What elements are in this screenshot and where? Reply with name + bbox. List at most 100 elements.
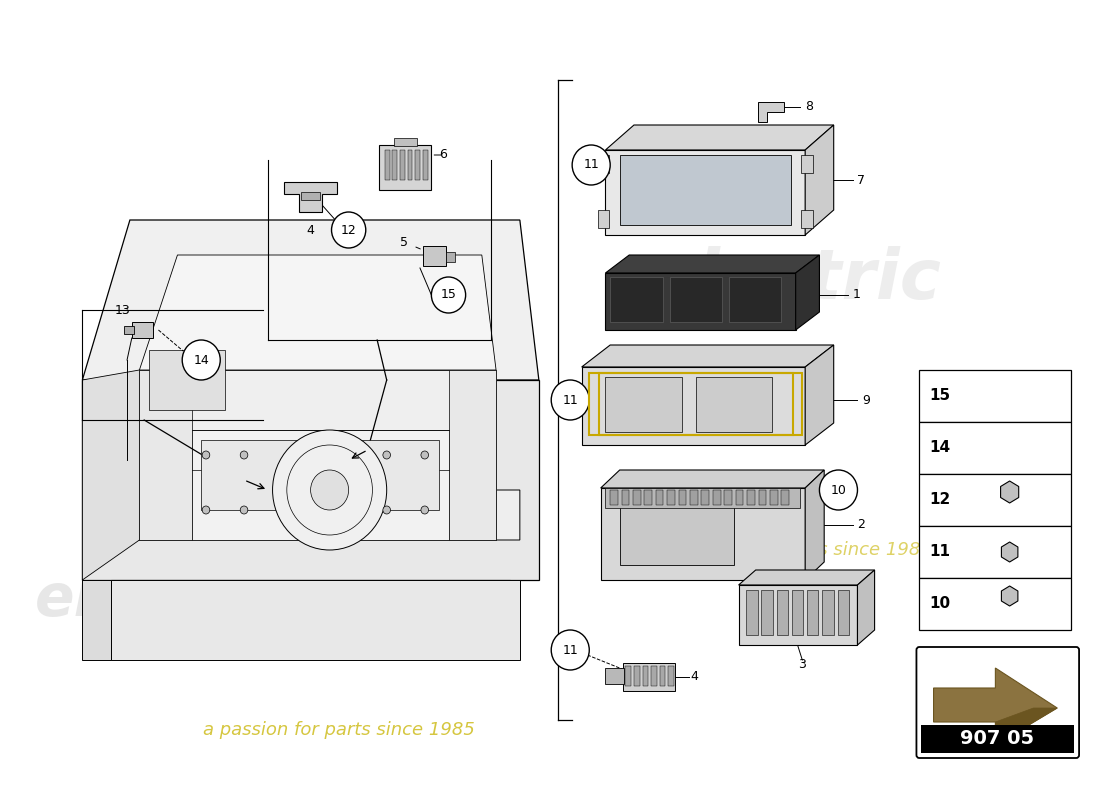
Bar — [837, 590, 849, 635]
Text: a passion for parts since 1985: a passion for parts since 1985 — [204, 721, 475, 739]
Bar — [605, 377, 682, 432]
Bar — [713, 490, 721, 505]
Circle shape — [431, 277, 465, 313]
Polygon shape — [140, 255, 496, 370]
Bar — [385, 150, 389, 180]
Polygon shape — [1001, 586, 1018, 606]
Text: 7: 7 — [858, 174, 866, 186]
Bar — [446, 252, 455, 262]
Bar — [807, 590, 818, 635]
Bar — [668, 666, 674, 686]
Polygon shape — [738, 570, 874, 585]
Bar — [747, 490, 755, 505]
Bar — [921, 725, 1075, 753]
Polygon shape — [582, 345, 834, 367]
Circle shape — [331, 212, 366, 248]
Polygon shape — [795, 255, 820, 330]
Polygon shape — [738, 585, 858, 645]
Polygon shape — [758, 102, 784, 122]
Polygon shape — [1001, 481, 1019, 503]
Bar — [605, 488, 801, 508]
Bar — [632, 490, 640, 505]
Circle shape — [421, 506, 429, 514]
Bar — [651, 666, 657, 686]
Polygon shape — [82, 370, 140, 580]
Polygon shape — [605, 273, 795, 330]
Text: 10: 10 — [830, 483, 846, 497]
FancyBboxPatch shape — [916, 647, 1079, 758]
Circle shape — [240, 506, 248, 514]
Polygon shape — [805, 470, 824, 580]
Bar — [696, 377, 772, 432]
Polygon shape — [858, 570, 874, 645]
Bar — [920, 370, 1071, 422]
Bar — [610, 277, 662, 322]
Text: 2: 2 — [858, 518, 866, 531]
Bar — [777, 590, 788, 635]
Polygon shape — [996, 708, 1057, 745]
Polygon shape — [805, 345, 834, 445]
Bar — [690, 490, 697, 505]
Bar — [670, 277, 723, 322]
Bar — [792, 590, 803, 635]
Text: 15: 15 — [441, 289, 456, 302]
Polygon shape — [582, 367, 805, 445]
Bar — [660, 666, 666, 686]
Bar — [823, 590, 834, 635]
Circle shape — [183, 340, 220, 380]
Bar — [619, 495, 734, 565]
Circle shape — [551, 380, 590, 420]
Polygon shape — [82, 380, 539, 580]
Polygon shape — [140, 370, 496, 540]
Bar — [330, 440, 439, 510]
Text: 11: 11 — [583, 158, 600, 171]
Circle shape — [1005, 548, 1013, 556]
Bar — [724, 490, 732, 505]
Circle shape — [310, 470, 349, 510]
Polygon shape — [82, 580, 111, 660]
Polygon shape — [605, 255, 820, 273]
Text: 3: 3 — [799, 658, 806, 671]
Text: 9: 9 — [862, 394, 870, 406]
Polygon shape — [934, 668, 1057, 745]
Text: electric: electric — [650, 246, 942, 314]
Bar — [301, 192, 320, 200]
Text: 11: 11 — [562, 394, 579, 406]
Bar — [920, 422, 1071, 474]
Bar — [802, 210, 813, 228]
Text: 4: 4 — [307, 223, 315, 237]
Circle shape — [820, 470, 858, 510]
Bar — [124, 326, 134, 334]
Polygon shape — [111, 580, 520, 660]
Text: 1: 1 — [852, 289, 860, 302]
Bar — [679, 490, 686, 505]
Bar — [802, 155, 813, 173]
Bar — [394, 138, 417, 146]
Bar — [623, 663, 675, 691]
Circle shape — [273, 430, 387, 550]
Circle shape — [202, 451, 210, 459]
Circle shape — [998, 376, 1021, 400]
Bar — [645, 490, 652, 505]
Bar — [668, 490, 675, 505]
Circle shape — [240, 451, 248, 459]
Bar — [626, 666, 631, 686]
Polygon shape — [140, 370, 191, 540]
Text: 13: 13 — [114, 303, 131, 317]
Polygon shape — [449, 370, 496, 540]
Bar — [201, 440, 310, 510]
Text: 10: 10 — [930, 597, 950, 611]
Text: 6: 6 — [439, 149, 447, 162]
Bar — [400, 150, 405, 180]
Bar — [422, 150, 428, 180]
Bar — [191, 430, 449, 540]
Polygon shape — [601, 488, 805, 580]
Bar — [610, 490, 618, 505]
Bar — [759, 490, 767, 505]
Text: 4: 4 — [690, 670, 697, 683]
Circle shape — [572, 145, 610, 185]
Bar — [422, 246, 446, 266]
Text: electricparts: electricparts — [35, 571, 453, 629]
Bar — [393, 150, 397, 180]
Bar — [920, 578, 1071, 630]
